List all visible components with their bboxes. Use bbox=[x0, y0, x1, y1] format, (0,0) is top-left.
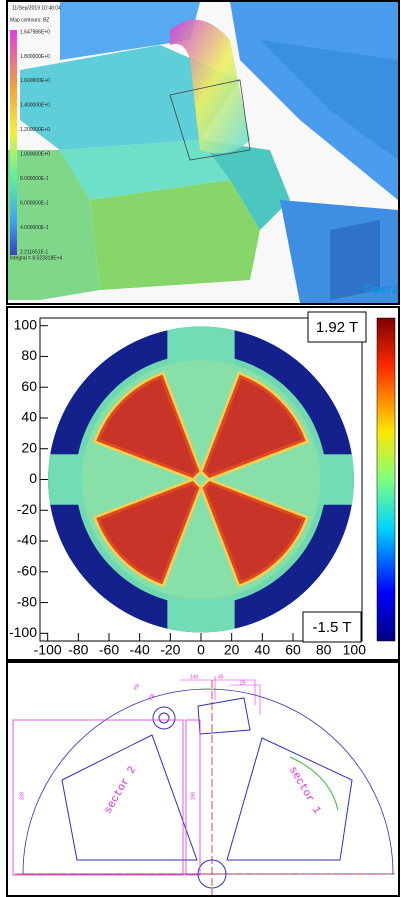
x-tick-label: -40 bbox=[130, 642, 150, 658]
y-tick-label: 40 bbox=[21, 409, 37, 425]
map-title: Map contours: BZ bbox=[10, 17, 49, 23]
legend-label: 1.800000E+0 bbox=[20, 54, 50, 60]
max-label: 1.92 T bbox=[316, 319, 358, 336]
dimension: 45 bbox=[218, 674, 224, 680]
y-tick-label: 20 bbox=[21, 439, 37, 455]
legend-label: 1.647986E+0 bbox=[20, 29, 50, 35]
inner-field bbox=[82, 360, 321, 599]
field-map-panel: -100 -80 -60 -40 -20 0 20 40 60 80 100 -100 -80 -60 -4… bbox=[7, 307, 399, 660]
x-tick-label: -100 bbox=[34, 642, 62, 658]
legend-label: 1.200000E+0 bbox=[20, 127, 50, 133]
legend-label: 4.000000E-1 bbox=[20, 225, 49, 231]
y-tick-label: -100 bbox=[9, 624, 37, 640]
dimension: 25 bbox=[240, 680, 246, 686]
x-tick-label: 20 bbox=[224, 642, 240, 658]
dimension: 330 bbox=[19, 791, 25, 800]
legend-label: 2.211651E-1 bbox=[20, 249, 48, 255]
y-tick-label: 80 bbox=[21, 347, 37, 363]
y-tick-label: 0 bbox=[29, 470, 37, 486]
min-label: -1.5 T bbox=[313, 619, 352, 636]
legend-label: 1.400000E+0 bbox=[20, 103, 50, 109]
y-tick-label: -20 bbox=[17, 501, 37, 517]
y-tick-label: -60 bbox=[17, 562, 37, 578]
x-tick-label: 80 bbox=[316, 642, 332, 658]
x-tick-label: 40 bbox=[255, 642, 271, 658]
legend-label: 1.600000E+0 bbox=[20, 78, 50, 84]
legend-label: 1.000000E+0 bbox=[20, 152, 50, 158]
integral: Integral = 8.523318E+4 bbox=[10, 255, 62, 261]
logo: Opera bbox=[364, 282, 399, 296]
x-tick-label: 0 bbox=[197, 642, 205, 658]
legend-label: 8.000000E-1 bbox=[20, 176, 49, 182]
x-tick-label: 60 bbox=[285, 642, 301, 658]
dimension: 140 bbox=[190, 674, 199, 680]
legend-label: 6.000000E-1 bbox=[20, 200, 49, 206]
dimension: 190 bbox=[190, 791, 196, 800]
timestamp: 11/Sep/2019 10:48:04 bbox=[12, 5, 61, 11]
y-tick-label: -40 bbox=[17, 532, 37, 548]
y-tick-label: 100 bbox=[14, 316, 38, 332]
x-tick-label: 100 bbox=[343, 642, 367, 658]
y-tick-label: -80 bbox=[17, 593, 37, 609]
colorbar bbox=[377, 318, 395, 641]
x-tick-label: -20 bbox=[160, 642, 180, 658]
figure: 11/Sep/2019 10:48:04 Map contours: BZ In… bbox=[0, 0, 401, 897]
render-panel: 11/Sep/2019 10:48:04 Map contours: BZ In… bbox=[7, 1, 399, 304]
x-tick-label: -80 bbox=[68, 642, 88, 658]
x-tick-label: -60 bbox=[99, 642, 119, 658]
y-tick-label: 60 bbox=[21, 378, 37, 394]
